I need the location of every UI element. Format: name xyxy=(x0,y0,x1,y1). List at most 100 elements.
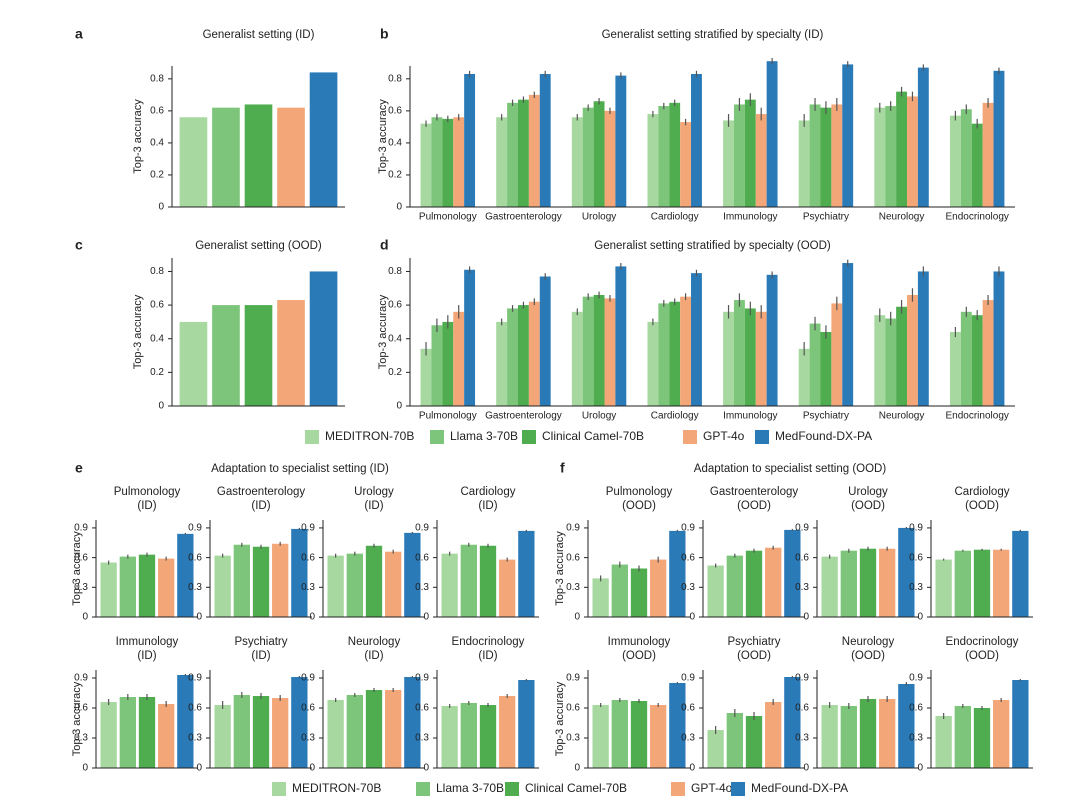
y-tick-label: 0.6 xyxy=(909,703,923,714)
y-tick-label: 0 xyxy=(309,612,315,623)
bar xyxy=(615,75,627,207)
bar xyxy=(630,701,648,768)
x-tick-label: Neurology xyxy=(879,411,925,422)
legend-label: MEDITRON-70B xyxy=(325,429,414,443)
bar xyxy=(647,114,659,207)
y-tick-label: 0 xyxy=(196,763,202,774)
subplot-title: Psychiatry xyxy=(727,636,780,648)
bar xyxy=(138,554,156,617)
legend-label: MedFound-DX-PA xyxy=(751,781,848,795)
bar xyxy=(993,271,1005,406)
y-tick-label: 0.3 xyxy=(301,582,315,593)
bar xyxy=(960,311,972,406)
bar xyxy=(252,696,270,768)
subplot-title: (OOD) xyxy=(851,650,885,662)
subplot-title: (OOD) xyxy=(737,650,771,662)
legend-label: Clinical Camel-70B xyxy=(525,781,627,795)
legend-label: GPT-4o xyxy=(691,781,733,795)
bar xyxy=(158,704,175,768)
y-tick-label: 0.4 xyxy=(388,138,402,149)
y-axis-label: Top-3 accuracy xyxy=(71,681,83,756)
subplot-title: Urology xyxy=(848,486,888,498)
y-tick-label: 0.3 xyxy=(415,733,429,744)
x-tick-label: Psychiatry xyxy=(803,212,849,223)
bar xyxy=(518,680,535,768)
bar xyxy=(669,530,686,617)
y-tick-label: 0 xyxy=(423,612,429,623)
y-tick-label: 0 xyxy=(689,612,695,623)
bar xyxy=(453,117,465,207)
x-tick-label: Gastroenterology xyxy=(485,411,562,422)
y-tick-label: 0.9 xyxy=(795,673,809,684)
bar xyxy=(842,263,854,406)
bar xyxy=(309,271,338,406)
y-tick-label: 0.6 xyxy=(566,552,580,563)
y-tick-label: 0 xyxy=(158,401,164,412)
bar xyxy=(650,705,667,768)
bar xyxy=(745,716,763,768)
x-tick-label: Immunology xyxy=(723,212,777,223)
y-axis-label: Top-3 accuracy xyxy=(132,294,144,369)
bar xyxy=(647,321,659,406)
bar xyxy=(158,558,175,617)
bar xyxy=(840,550,857,617)
subplot-title: Neurology xyxy=(348,636,401,648)
bar xyxy=(615,266,627,406)
chart-title: Generalist setting stratified by special… xyxy=(594,240,831,252)
subplot-title: Immunology xyxy=(116,636,179,648)
bar xyxy=(179,321,208,406)
legend-label: GPT-4o xyxy=(703,429,745,443)
bar xyxy=(993,70,1005,207)
bar xyxy=(798,348,810,406)
y-tick-label: 0.6 xyxy=(795,703,809,714)
bar xyxy=(917,271,929,406)
y-tick-label: 0.9 xyxy=(415,673,429,684)
bar xyxy=(464,74,476,208)
bar xyxy=(365,690,383,768)
y-tick-label: 0 xyxy=(82,612,88,623)
legend-swatch xyxy=(522,430,536,444)
y-tick-label: 0.6 xyxy=(681,552,695,563)
bar xyxy=(582,107,594,207)
y-tick-label: 0.2 xyxy=(150,170,164,181)
y-tick-label: 0.3 xyxy=(909,582,923,593)
legend-swatch xyxy=(305,430,319,444)
bar xyxy=(982,102,994,207)
x-tick-label: Psychiatry xyxy=(803,411,849,422)
bar xyxy=(177,533,194,617)
bar xyxy=(935,716,952,768)
bar xyxy=(517,305,529,406)
bar xyxy=(898,527,915,617)
bar xyxy=(460,544,477,617)
bar xyxy=(479,545,497,617)
bar xyxy=(755,311,767,406)
bar xyxy=(831,303,843,406)
y-tick-label: 0.9 xyxy=(909,523,923,534)
y-tick-label: 0 xyxy=(574,612,580,623)
y-tick-label: 0.9 xyxy=(301,673,315,684)
subplot-title: Immunology xyxy=(608,636,671,648)
bar xyxy=(726,713,743,768)
bar xyxy=(907,96,918,207)
bar xyxy=(571,117,583,207)
bar xyxy=(765,547,782,617)
bar xyxy=(755,114,767,207)
bar xyxy=(1012,530,1029,617)
y-tick-label: 0.6 xyxy=(188,703,202,714)
bar xyxy=(896,306,908,406)
subplot-title: (OOD) xyxy=(965,500,999,512)
y-tick-label: 0.3 xyxy=(188,733,202,744)
y-tick-label: 0.6 xyxy=(388,106,402,117)
bar xyxy=(404,677,421,768)
bar xyxy=(680,122,692,207)
y-tick-label: 0.8 xyxy=(150,73,164,84)
y-tick-label: 0.9 xyxy=(566,523,580,534)
x-tick-label: Endocrinology xyxy=(946,212,1009,223)
bar xyxy=(277,300,305,406)
bar xyxy=(385,551,402,617)
y-tick-label: 0 xyxy=(309,763,315,774)
bar xyxy=(859,699,877,768)
bar xyxy=(733,104,745,207)
y-tick-label: 0 xyxy=(803,612,809,623)
bar xyxy=(507,308,518,406)
